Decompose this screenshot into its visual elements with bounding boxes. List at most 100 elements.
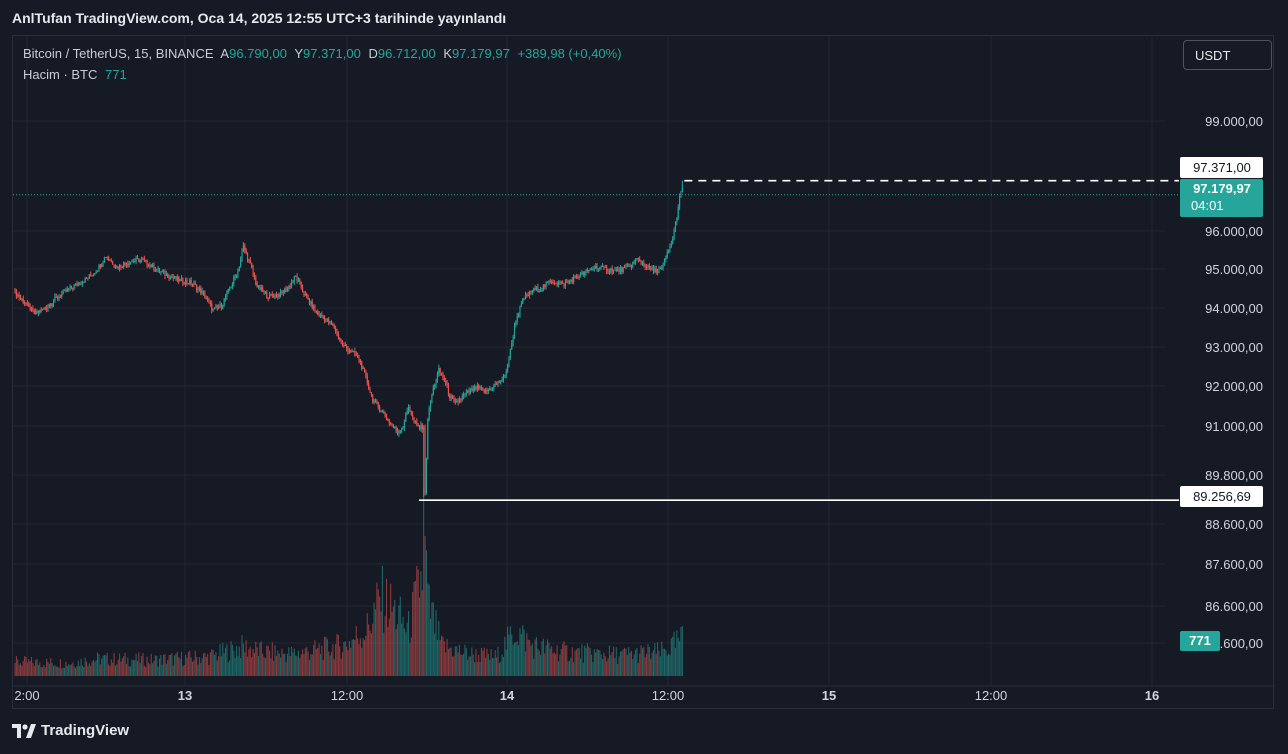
candle-body: [490, 388, 492, 390]
volume-bar: [86, 661, 88, 676]
tradingview-logo[interactable]: TradingView: [12, 722, 129, 739]
chart-frame[interactable]: 99.000,00 96.000,00 95.000,00 94.000,00 93.0…: [12, 35, 1275, 710]
candle-body: [295, 276, 297, 278]
volume-bar: [297, 650, 300, 676]
volume-bar: [418, 597, 421, 676]
volume-bar: [614, 658, 616, 676]
volume-bar: [588, 646, 590, 676]
candle-body: [582, 272, 584, 275]
y-tick-label: 96.000,00: [1205, 224, 1263, 239]
volume-bar: [549, 648, 551, 676]
volume-bar: [40, 666, 42, 676]
candle-body: [508, 357, 510, 365]
volume-label[interactable]: Hacim · BTC: [23, 67, 98, 82]
candle-body: [531, 290, 533, 293]
volume-bar: [127, 657, 129, 676]
volume-bar: [557, 661, 560, 676]
candle-body: [103, 257, 105, 263]
y-tick-label: 94.000,00: [1205, 301, 1263, 316]
candle-body: [658, 268, 660, 271]
volume-bar: [626, 654, 628, 676]
candle-body: [125, 264, 128, 266]
candle-body: [384, 413, 386, 417]
volume-bar: [317, 648, 319, 676]
candle-body: [377, 402, 379, 407]
candle-body: [292, 281, 294, 283]
volume-bar: [407, 611, 410, 676]
volume-bar: [335, 644, 337, 676]
volume-bar: [114, 665, 116, 676]
volume-bar: [431, 602, 433, 676]
x-tick-label: 12:00: [331, 688, 364, 703]
candle-body: [372, 394, 374, 403]
volume-bar: [251, 657, 253, 676]
candle-body: [79, 283, 81, 285]
candle-body: [424, 427, 426, 494]
candle-body: [622, 267, 624, 273]
candle-body: [619, 267, 621, 272]
candle-body: [617, 269, 619, 271]
candle-body: [577, 277, 579, 279]
volume-bar: [483, 647, 485, 676]
volume-bar: [423, 489, 425, 676]
candle-body: [259, 285, 261, 290]
volume-bar: [513, 642, 516, 676]
volume-bar: [172, 665, 174, 676]
price-chart[interactable]: 99.000,00 96.000,00 95.000,00 94.000,00 93.0…: [13, 36, 1275, 710]
candle-body: [563, 283, 565, 286]
candle-body: [562, 282, 564, 284]
candle-body: [615, 269, 617, 271]
volume-bar: [213, 655, 216, 676]
volume-bar: [665, 649, 667, 676]
candle-body: [54, 296, 56, 302]
volume-bar: [36, 658, 38, 676]
candle-body: [354, 351, 356, 355]
candle-body: [604, 266, 606, 268]
volume-bar: [493, 658, 495, 676]
volume-bar: [589, 648, 591, 676]
candle-body: [109, 259, 111, 261]
volume-bar: [271, 642, 273, 676]
volume-bar: [413, 581, 415, 676]
volume-bar: [240, 658, 242, 676]
volume-bar: [252, 648, 254, 676]
volume-bar: [154, 655, 156, 676]
volume-bar: [325, 637, 327, 676]
volume-bar: [662, 648, 664, 676]
candle-body: [219, 304, 221, 308]
candle-body: [413, 416, 415, 422]
candle-body: [417, 423, 419, 427]
candle-body: [114, 266, 116, 268]
volume-bar: [43, 664, 45, 676]
volume-bar: [318, 643, 320, 676]
candle-body: [216, 306, 218, 308]
candle-body: [73, 284, 75, 289]
currency-selector[interactable]: USDT: [1183, 40, 1272, 70]
candle-body: [304, 293, 306, 295]
candle-body: [141, 258, 143, 260]
candle-body: [136, 258, 139, 260]
candle-body: [355, 354, 357, 356]
volume-bar: [668, 653, 670, 676]
candle-body: [398, 431, 400, 434]
candle-body: [458, 399, 460, 403]
volume-bar: [336, 633, 338, 676]
candle-body: [70, 286, 72, 288]
candle-body: [647, 264, 649, 268]
candle-body: [416, 421, 418, 424]
candle-body: [646, 267, 648, 269]
candle-body: [672, 238, 674, 244]
volume-bar: [681, 626, 683, 676]
volume-badge-bg: [1180, 631, 1220, 651]
volume-bar: [189, 650, 191, 676]
candle-body: [161, 271, 163, 273]
volume-bar: [14, 663, 16, 676]
volume-bar: [516, 641, 518, 676]
candle-body: [610, 268, 612, 271]
volume-bar: [282, 653, 284, 676]
volume-bar: [430, 618, 432, 676]
candle-body: [48, 304, 50, 307]
volume-bar: [439, 640, 441, 676]
symbol-name[interactable]: Bitcoin / TetherUS, 15, BINANCE: [23, 46, 214, 61]
volume-bar: [117, 659, 119, 676]
